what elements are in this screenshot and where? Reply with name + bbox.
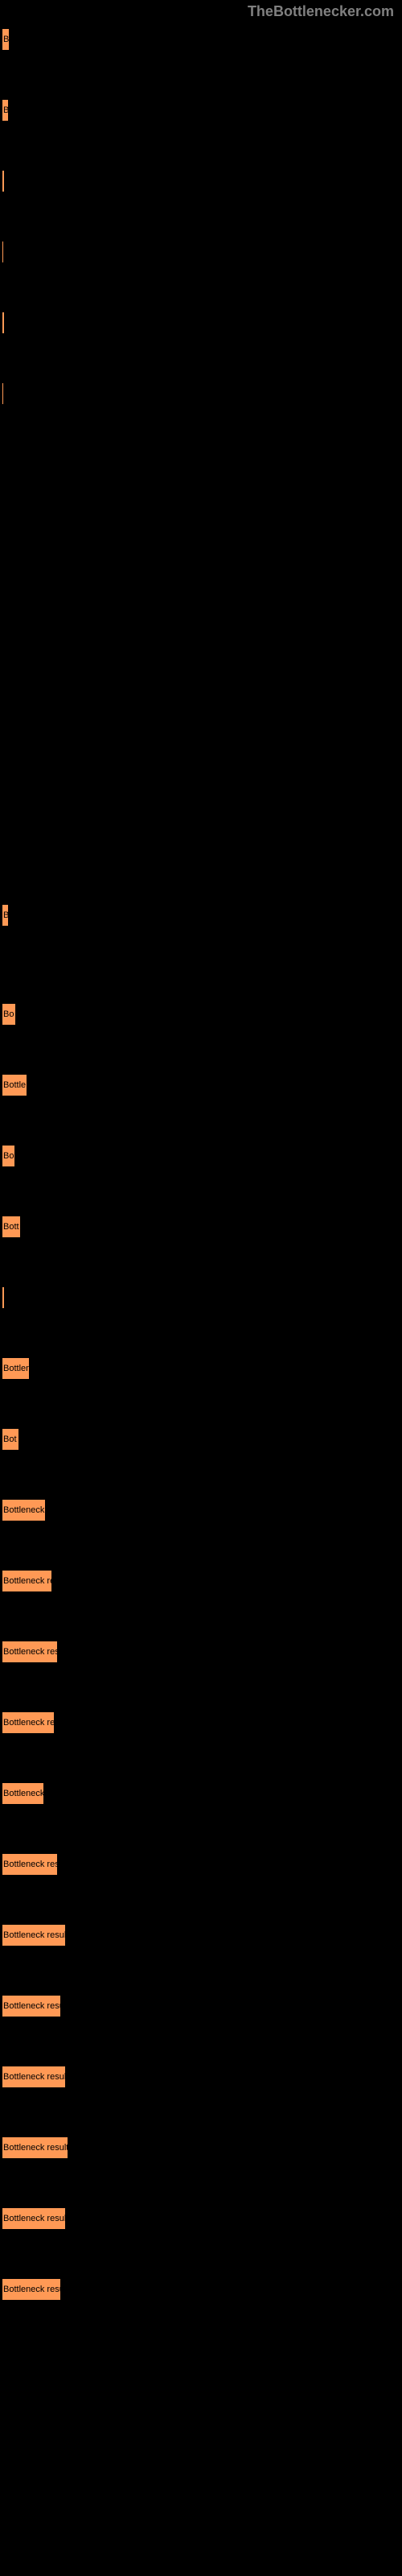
bar-label: Bottleneck result: [2, 2214, 66, 2223]
bar: Bottleneck resu: [2, 2278, 61, 2301]
bar-label: Bot: [2, 1435, 17, 1444]
bar: [2, 382, 4, 405]
bar-row: B: [2, 99, 402, 122]
bar-row: Bottleneck re: [2, 1570, 402, 1592]
bar-chart: B B B Bo Bottle Bo Bott Bottlen Bot Bott…: [0, 0, 402, 2301]
bar-row: Bottleneck result: [2, 2207, 402, 2230]
bar-label: Bottleneck: [2, 1505, 44, 1515]
bar: Bottleneck re: [2, 1570, 52, 1592]
bar: Bo: [2, 1145, 15, 1167]
bar: B: [2, 904, 9, 927]
bar-row: Bottleneck resu: [2, 2278, 402, 2301]
bar-row: Bo: [2, 1145, 402, 1167]
bar-row: Bottleneck result: [2, 2136, 402, 2159]
bar: Bottleneck result: [2, 2066, 66, 2088]
bar-label: B: [2, 35, 9, 44]
bar-label: Bottleneck result: [2, 1930, 66, 1940]
bar-row: Bottleneck re: [2, 1711, 402, 1734]
bar: Bottleneck res: [2, 1853, 58, 1876]
bar: Bo: [2, 1003, 16, 1026]
bar-label: B: [2, 910, 9, 920]
bar: Bott: [2, 1216, 21, 1238]
bar-row: Bottlen: [2, 1357, 402, 1380]
bar-row: Bottleneck result: [2, 1924, 402, 1946]
bar-row: [2, 1286, 402, 1309]
bar-row: Bottleneck result: [2, 2066, 402, 2088]
bar-label: B: [2, 105, 9, 115]
bar-row: Bottleneck: [2, 1499, 402, 1521]
bar-row: [2, 241, 402, 263]
bar-row: Bottleneck resu: [2, 1995, 402, 2017]
bar-label: Bott: [2, 1222, 19, 1232]
bar-label: Bottlen: [2, 1364, 30, 1373]
bar: Bottlen: [2, 1357, 30, 1380]
bar: Bottleneck resu: [2, 1995, 61, 2017]
brand-label: TheBottlenecker.com: [248, 3, 394, 20]
bar-label: Bottleneck result: [2, 2072, 66, 2082]
bar: Bottleneck result: [2, 1924, 66, 1946]
bar-row: Bottleneck res: [2, 1641, 402, 1663]
bar-row: Bottle: [2, 1074, 402, 1096]
bar-label: Bottle: [2, 1080, 26, 1090]
bar: [2, 170, 5, 192]
bar-row: B: [2, 28, 402, 51]
bar: Bot: [2, 1428, 19, 1451]
bar-row: Bott: [2, 1216, 402, 1238]
bar-row: [2, 312, 402, 334]
bar-label: Bottleneck res: [2, 1647, 58, 1657]
bar: [2, 241, 4, 263]
bar-row: Bo: [2, 1003, 402, 1026]
bar-row: Bot: [2, 1428, 402, 1451]
bar: B: [2, 99, 9, 122]
bar: B: [2, 28, 10, 51]
bar: Bottleneck: [2, 1499, 46, 1521]
bar: Bottleneck result: [2, 2207, 66, 2230]
bar-row: Bottleneck res: [2, 1853, 402, 1876]
bar-label: Bo: [2, 1151, 14, 1161]
bar: Bottleneck re: [2, 1711, 55, 1734]
bar: Bottleneck result: [2, 2136, 68, 2159]
bar-label: Bottleneck re: [2, 1718, 55, 1728]
bar: [2, 1286, 5, 1309]
bar-label: Bottleneck res: [2, 1860, 58, 1869]
bar: [2, 312, 5, 334]
bar-row: [2, 170, 402, 192]
bar: Bottleneck: [2, 1782, 44, 1805]
bar-label: Bo: [2, 1009, 14, 1019]
bar-row: B: [2, 904, 402, 927]
bar-label: Bottleneck result: [2, 2143, 68, 2153]
bar-row: [2, 382, 402, 405]
bar: Bottle: [2, 1074, 27, 1096]
bar-label: Bottleneck re: [2, 1576, 52, 1586]
bar-row: Bottleneck: [2, 1782, 402, 1805]
bar-label: Bottleneck resu: [2, 2001, 61, 2011]
bar-label: Bottleneck: [2, 1789, 44, 1798]
bar-label: Bottleneck resu: [2, 2285, 61, 2294]
bar: Bottleneck res: [2, 1641, 58, 1663]
